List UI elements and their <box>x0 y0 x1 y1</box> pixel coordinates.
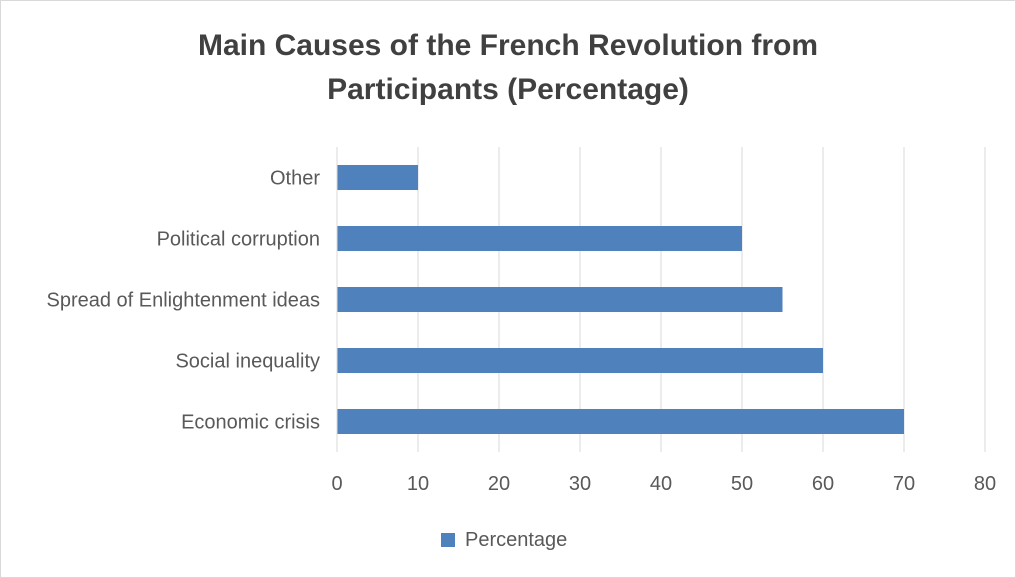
y-category-label: Economic crisis <box>181 412 320 434</box>
x-tick-label: 40 <box>650 473 672 495</box>
x-tick-label: 0 <box>331 473 342 495</box>
y-category-label: Political corruption <box>157 229 320 251</box>
chart-title-line-1: Main Causes of the French Revolution fro… <box>197 29 819 62</box>
x-tick-label: 30 <box>569 473 591 495</box>
x-tick-label: 50 <box>731 473 753 495</box>
bar-social-inequality <box>337 347 823 374</box>
y-category-label: Other <box>270 168 320 190</box>
x-tick-label: 70 <box>893 473 915 495</box>
legend-swatch <box>441 533 455 547</box>
y-category-label: Spread of Enlightenment ideas <box>46 290 320 312</box>
bar-political-corruption <box>337 225 742 252</box>
bar-other <box>337 164 418 191</box>
legend-label: Percentage <box>465 528 568 551</box>
x-tick-label: 20 <box>488 473 510 495</box>
x-tick-label: 60 <box>812 473 834 495</box>
chart-title-line-2: Participants (Percentage) <box>327 73 689 106</box>
x-tick-label: 80 <box>974 473 996 495</box>
y-category-label: Social inequality <box>175 351 320 373</box>
x-tick-label: 10 <box>407 473 429 495</box>
legend: Percentage <box>441 527 567 553</box>
bar-spread-of-enlightenment-ideas <box>337 286 783 313</box>
bar-economic-crisis <box>337 408 904 435</box>
